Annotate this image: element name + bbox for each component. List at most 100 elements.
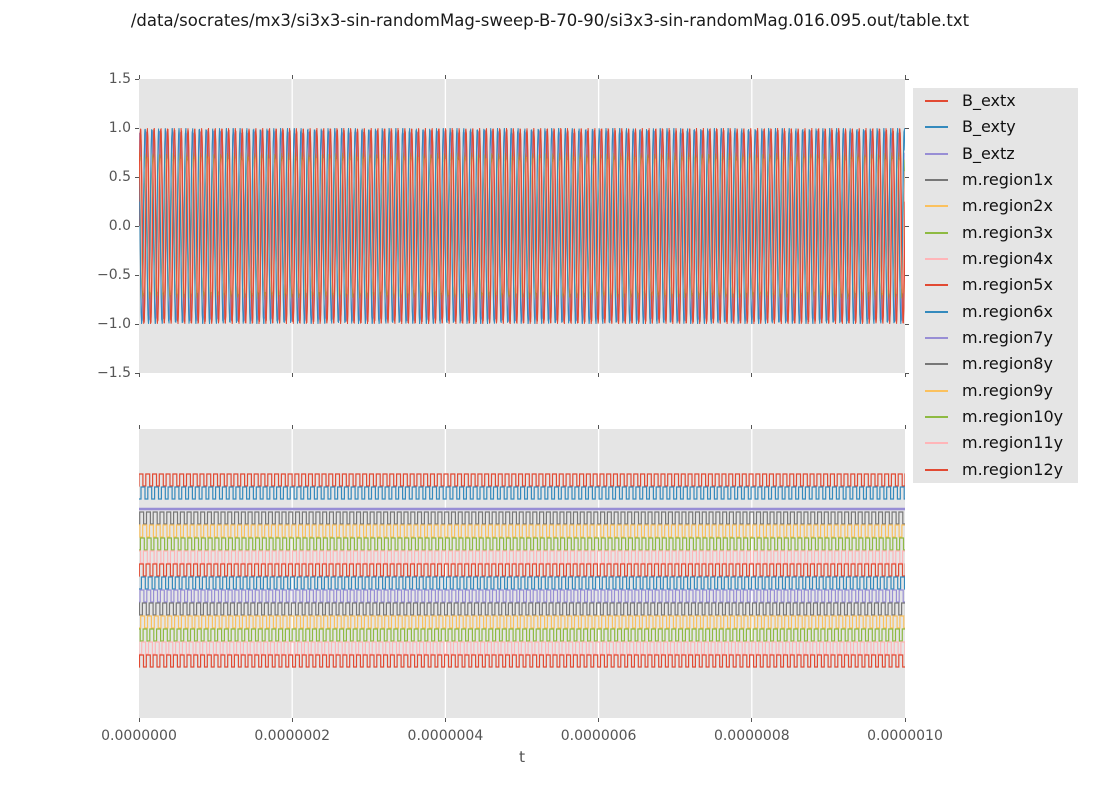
legend-line-sample <box>925 231 948 234</box>
series-m.region1x <box>139 511 905 525</box>
x-tick <box>598 425 600 429</box>
y-tick-label: 0.0 <box>108 218 131 234</box>
legend-entry-m.region2x: m.region2x <box>925 193 1078 219</box>
y-tick <box>905 176 909 178</box>
y-tick-label: −1.0 <box>97 316 131 332</box>
legend-line-sample <box>925 126 948 129</box>
y-tick <box>905 323 909 325</box>
x-tick <box>904 425 906 429</box>
x-tick <box>444 373 446 377</box>
x-tick <box>598 373 600 377</box>
legend-line-sample <box>925 100 948 103</box>
legend-label: B_exty <box>962 117 1016 137</box>
x-tick <box>138 373 140 377</box>
bottom-axes-canvas <box>139 429 905 718</box>
x-tick <box>904 75 906 79</box>
legend: B_extx B_exty B_extz m.region1x m.region2x m.… <box>913 88 1078 483</box>
legend-label: m.region3x <box>962 222 1053 242</box>
y-tick <box>905 274 909 276</box>
x-tick <box>751 425 753 429</box>
legend-label: B_extz <box>962 143 1015 163</box>
legend-line-sample <box>925 337 948 340</box>
legend-entry-m.region8y: m.region8y <box>925 351 1078 377</box>
legend-label: m.region10y <box>962 407 1064 427</box>
x-tick <box>598 718 600 722</box>
x-tick <box>444 718 446 722</box>
x-tick <box>598 75 600 79</box>
x-tick-label: 0.0000004 <box>407 728 484 744</box>
y-tick <box>135 274 139 276</box>
legend-line-sample <box>925 258 948 261</box>
y-tick-label: 0.5 <box>108 169 131 185</box>
legend-entry-m.region9y: m.region9y <box>925 378 1078 404</box>
x-tick <box>904 373 906 377</box>
series-m.region2x <box>139 524 905 538</box>
series-B_exty <box>139 486 905 500</box>
x-tick-label: 0.0000008 <box>713 728 790 744</box>
x-axis-label: t <box>518 748 526 766</box>
legend-line-sample <box>925 468 948 471</box>
series-m.region9y <box>139 615 905 629</box>
y-tick <box>905 127 909 129</box>
x-tick <box>751 75 753 79</box>
top-axes-canvas <box>139 79 905 373</box>
x-tick-label: 0.0000010 <box>867 728 943 744</box>
series-m.region3x <box>139 537 905 551</box>
figure-title: /data/socrates/mx3/si3x3-sin-randomMag-s… <box>130 11 970 30</box>
legend-entry-B_exty: B_exty <box>925 114 1078 140</box>
legend-entry-m.region11y: m.region11y <box>925 430 1078 456</box>
series-m.region4x <box>139 550 905 564</box>
legend-entry-m.region6x: m.region6x <box>925 299 1078 325</box>
y-tick <box>905 372 909 374</box>
x-tick <box>751 373 753 377</box>
legend-entry-B_extx: B_extx <box>925 88 1078 114</box>
bottom-axes <box>139 429 905 718</box>
series-m.region12y <box>139 654 905 668</box>
x-tick-label: 0.0000002 <box>254 728 331 744</box>
y-tick <box>135 372 139 374</box>
y-tick <box>135 225 139 227</box>
y-tick-label: −0.5 <box>97 267 131 283</box>
legend-label: m.region4x <box>962 249 1053 269</box>
y-tick <box>135 176 139 178</box>
legend-line-sample <box>925 310 948 313</box>
x-tick-label: 0.0000000 <box>101 728 177 744</box>
legend-label: B_extx <box>962 91 1016 111</box>
x-tick <box>291 718 293 722</box>
x-tick <box>751 718 753 722</box>
legend-label: m.region1x <box>962 170 1053 190</box>
legend-entry-m.region4x: m.region4x <box>925 246 1078 272</box>
legend-line-sample <box>925 284 948 287</box>
legend-line-sample <box>925 416 948 419</box>
legend-label: m.region5x <box>962 275 1053 295</box>
x-tick <box>138 425 140 429</box>
legend-entry-m.region12y: m.region12y <box>925 457 1078 483</box>
y-tick <box>135 127 139 129</box>
y-tick <box>135 78 139 80</box>
series-m.region7y <box>139 589 905 603</box>
x-tick <box>291 75 293 79</box>
x-tick <box>138 718 140 722</box>
legend-entry-B_extz: B_extz <box>925 141 1078 167</box>
legend-entry-m.region10y: m.region10y <box>925 404 1078 430</box>
legend-line-sample <box>925 179 948 182</box>
y-tick <box>905 225 909 227</box>
y-tick-label: 1.5 <box>108 71 131 87</box>
x-tick-label: 0.0000006 <box>560 728 637 744</box>
legend-line-sample <box>925 205 948 208</box>
x-tick <box>291 425 293 429</box>
top-axes <box>139 79 905 373</box>
legend-line-sample <box>925 152 948 155</box>
legend-entry-m.region7y: m.region7y <box>925 325 1078 351</box>
legend-line-sample <box>925 363 948 366</box>
x-tick <box>291 373 293 377</box>
legend-label: m.region9y <box>962 380 1053 400</box>
series-m.region6x <box>139 576 905 590</box>
legend-label: m.region11y <box>962 433 1064 453</box>
y-tick <box>905 78 909 80</box>
series-m.region12y <box>139 127 905 325</box>
series-m.region11y <box>139 641 905 655</box>
x-tick <box>138 75 140 79</box>
legend-entry-m.region1x: m.region1x <box>925 167 1078 193</box>
legend-line-sample <box>925 442 948 445</box>
